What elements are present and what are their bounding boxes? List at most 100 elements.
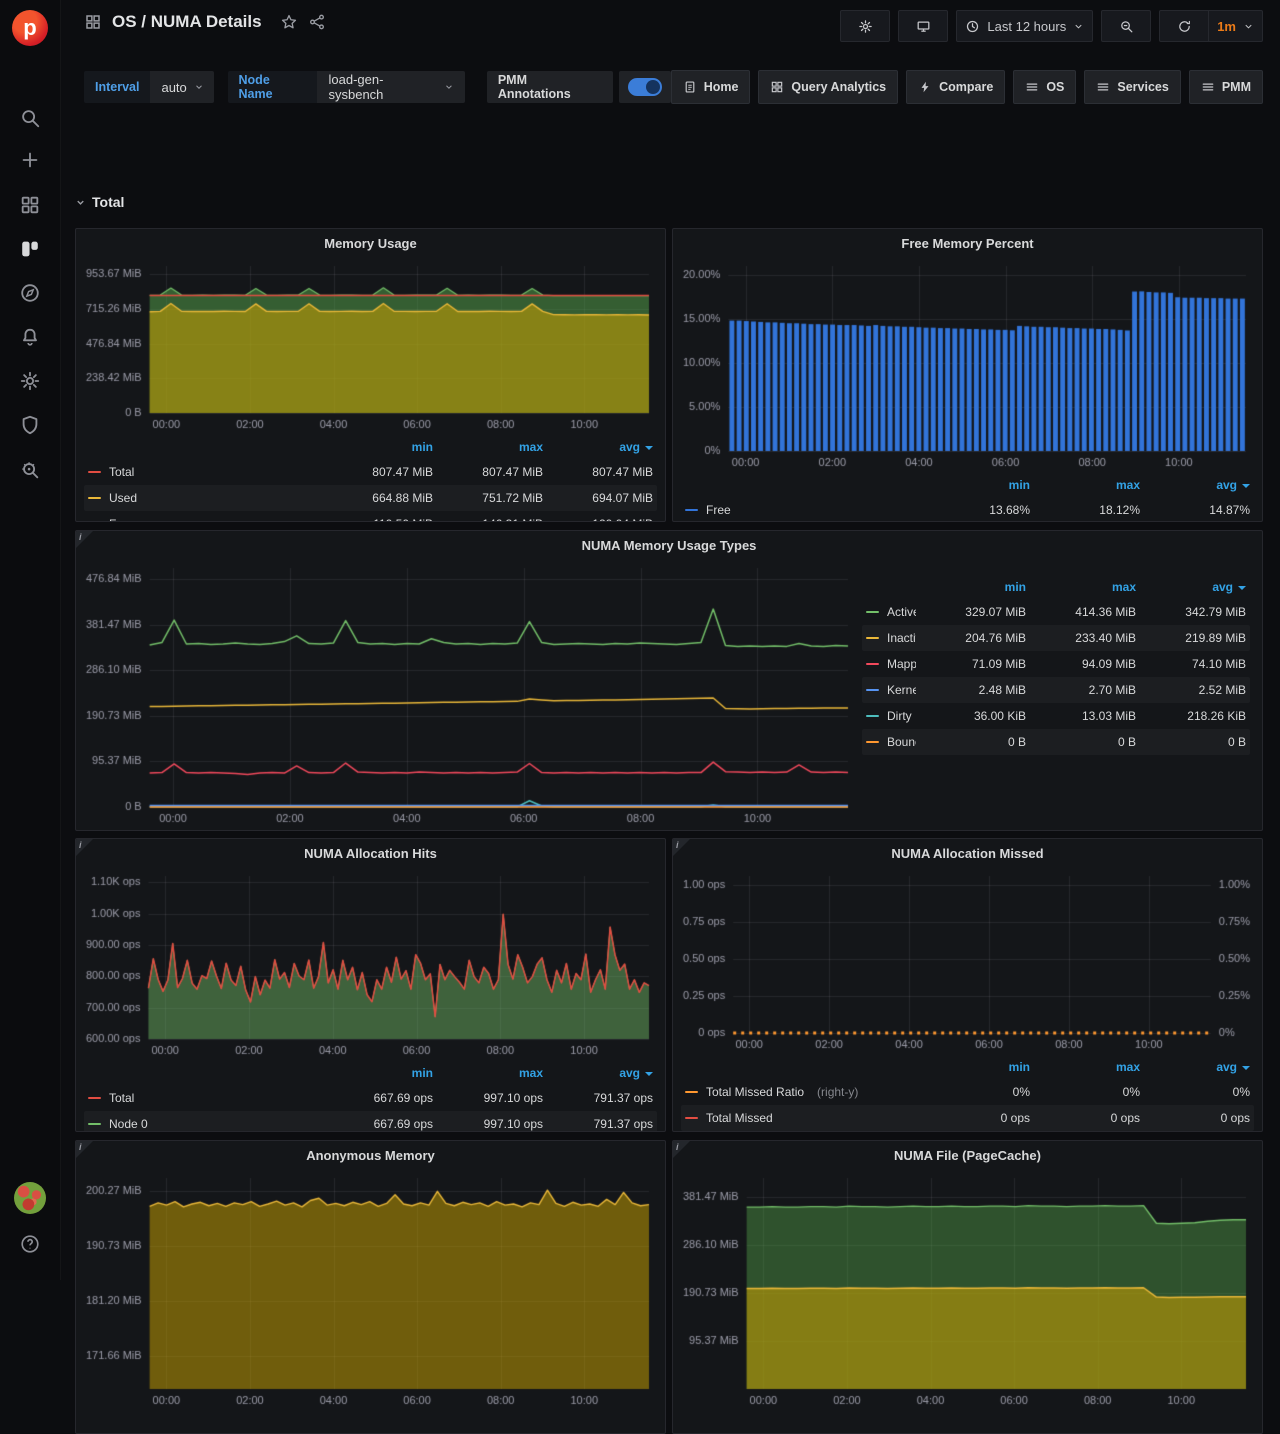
legend-sort-max[interactable]: max: [433, 1066, 543, 1080]
legend-value: 0 B: [1136, 735, 1246, 749]
interval-select[interactable]: auto: [150, 71, 213, 103]
legend-sort-avg[interactable]: avg: [1136, 580, 1246, 594]
nav-link-query-analytics[interactable]: Query Analytics: [758, 70, 898, 104]
nav-link-home[interactable]: Home: [671, 70, 751, 104]
series-name[interactable]: KernelStack: [887, 683, 916, 697]
panel-title[interactable]: NUMA Allocation Missed: [673, 839, 1262, 867]
series-name[interactable]: Active: [887, 605, 916, 619]
legend-row[interactable]: Bounce0 B0 B0 B: [862, 729, 1250, 755]
legend-value: 791.37 ops: [543, 1091, 653, 1105]
legend-row[interactable]: Inactive204.76 MiB233.40 MiB219.89 MiB: [862, 625, 1250, 651]
legend-row[interactable]: Dirty36.00 KiB13.03 MiB218.26 KiB: [862, 703, 1250, 729]
panel-title[interactable]: NUMA Allocation Hits: [76, 839, 665, 867]
panel-info-icon[interactable]: i: [673, 839, 690, 856]
advisors-icon[interactable]: [0, 452, 60, 488]
series-name[interactable]: Free: [706, 503, 731, 517]
numa-memory-usage-types-chart[interactable]: [80, 559, 858, 827]
series-name[interactable]: Total Missed Ratio: [706, 1085, 804, 1099]
legend-sort-min[interactable]: min: [916, 580, 1026, 594]
legend-sort-min[interactable]: min: [920, 478, 1030, 492]
legend-sort-min[interactable]: min: [323, 1066, 433, 1080]
panel-info-icon[interactable]: i: [76, 531, 93, 548]
zoom-out-button[interactable]: [1101, 10, 1151, 42]
legend-row[interactable]: Active329.07 MiB414.36 MiB342.79 MiB: [862, 599, 1250, 625]
nav-link-os[interactable]: OS: [1013, 70, 1076, 104]
legend-sort-max[interactable]: max: [1030, 478, 1140, 492]
series-name[interactable]: Node 0: [109, 1117, 148, 1131]
time-range-picker[interactable]: Last 12 hours: [956, 10, 1093, 42]
numa-file-pagecache-chart[interactable]: [677, 1169, 1256, 1409]
legend-row[interactable]: Total Missed Ratio(right-y)0%0%0%: [681, 1079, 1254, 1105]
series-name[interactable]: Bounce: [887, 735, 916, 749]
legend-row[interactable]: KernelStack2.48 MiB2.70 MiB2.52 MiB: [862, 677, 1250, 703]
panel-title[interactable]: NUMA File (PageCache): [673, 1141, 1262, 1169]
share-icon[interactable]: [308, 13, 326, 31]
legend-sort-max[interactable]: max: [1026, 580, 1136, 594]
numa-allocation-missed-chart[interactable]: [677, 867, 1256, 1053]
dashboard-settings-button[interactable]: [840, 10, 890, 42]
series-name[interactable]: Mapped: [887, 657, 916, 671]
nav-link-pmm[interactable]: PMM: [1189, 70, 1263, 104]
legend-row[interactable]: Free110.50 MiB146.31 MiB120.04 MiB: [84, 511, 657, 522]
search-icon[interactable]: [0, 100, 60, 136]
legend-row[interactable]: Free13.68%18.12%14.87%: [681, 497, 1254, 522]
dashboards-icon[interactable]: [0, 187, 60, 223]
section-header-total[interactable]: Total: [75, 194, 124, 210]
legend-sort-max[interactable]: max: [433, 440, 543, 454]
user-avatar[interactable]: [14, 1182, 46, 1214]
legend-sort-min[interactable]: min: [920, 1060, 1030, 1074]
series-name[interactable]: Dirty: [887, 709, 912, 723]
legend-sort-avg[interactable]: avg: [1140, 478, 1250, 492]
panel-info-icon[interactable]: i: [76, 1141, 93, 1158]
legend-row[interactable]: Missed ratio Node 0(right-y)0%0%0%: [681, 1131, 1254, 1132]
alerting-bell-icon[interactable]: [0, 319, 60, 355]
refresh-button[interactable]: [1159, 10, 1209, 42]
pmm-annotations-toggle[interactable]: [619, 71, 671, 103]
legend-sort-avg[interactable]: avg: [543, 440, 653, 454]
memory-usage-chart[interactable]: [80, 257, 659, 433]
dashboard-grid-icon[interactable]: [84, 13, 102, 31]
panel-info-icon[interactable]: i: [673, 1141, 690, 1158]
help-icon[interactable]: [0, 1226, 60, 1262]
legend-sort-avg[interactable]: avg: [1140, 1060, 1250, 1074]
series-name[interactable]: Total Missed: [706, 1111, 773, 1125]
star-icon[interactable]: [280, 13, 298, 31]
panel-title[interactable]: NUMA Memory Usage Types: [76, 531, 1262, 559]
nav-link-compare[interactable]: Compare: [906, 70, 1005, 104]
legend-header: minmaxavg: [862, 575, 1250, 599]
legend-row[interactable]: Total667.69 ops997.10 ops791.37 ops: [84, 1085, 657, 1111]
legend-row[interactable]: Total Missed0 ops0 ops0 ops: [681, 1105, 1254, 1131]
percona-logo[interactable]: p: [12, 10, 48, 46]
refresh-interval-dropdown[interactable]: 1m: [1209, 10, 1263, 42]
node-name-select[interactable]: load-gen-sysbench: [317, 71, 464, 103]
legend-row[interactable]: Node 0667.69 ops997.10 ops791.37 ops: [84, 1111, 657, 1132]
security-shield-icon[interactable]: [0, 407, 60, 443]
kiosk-mode-button[interactable]: [898, 10, 948, 42]
series-name[interactable]: Total: [109, 1091, 134, 1105]
add-icon[interactable]: [0, 142, 60, 178]
anonymous-memory-chart[interactable]: [80, 1169, 659, 1409]
panels-icon[interactable]: [0, 231, 60, 267]
legend-value: 2.52 MiB: [1136, 683, 1246, 697]
settings-gear-icon[interactable]: [0, 363, 60, 399]
legend-value: 36.00 KiB: [916, 709, 1026, 723]
legend-row[interactable]: Mapped71.09 MiB94.09 MiB74.10 MiB: [862, 651, 1250, 677]
series-name[interactable]: Used: [109, 491, 137, 505]
panel-title[interactable]: Memory Usage: [76, 229, 665, 257]
panel-info-icon[interactable]: i: [76, 839, 93, 856]
numa-allocation-hits-chart[interactable]: [80, 867, 659, 1059]
series-name[interactable]: Total: [109, 465, 134, 479]
nav-link-services[interactable]: Services: [1084, 70, 1180, 104]
legend-sort-max[interactable]: max: [1030, 1060, 1140, 1074]
panel-title[interactable]: Anonymous Memory: [76, 1141, 665, 1169]
legend-row[interactable]: Total807.47 MiB807.47 MiB807.47 MiB: [84, 459, 657, 485]
free-memory-percent-chart[interactable]: [677, 257, 1256, 471]
panel-anonymous-memory: i Anonymous Memory: [75, 1140, 666, 1434]
legend-row[interactable]: Used664.88 MiB751.72 MiB694.07 MiB: [84, 485, 657, 511]
explore-compass-icon[interactable]: [0, 275, 60, 311]
series-name[interactable]: Free: [109, 517, 134, 522]
legend-sort-avg[interactable]: avg: [543, 1066, 653, 1080]
legend-sort-min[interactable]: min: [323, 440, 433, 454]
panel-title[interactable]: Free Memory Percent: [673, 229, 1262, 257]
series-name[interactable]: Inactive: [887, 631, 916, 645]
